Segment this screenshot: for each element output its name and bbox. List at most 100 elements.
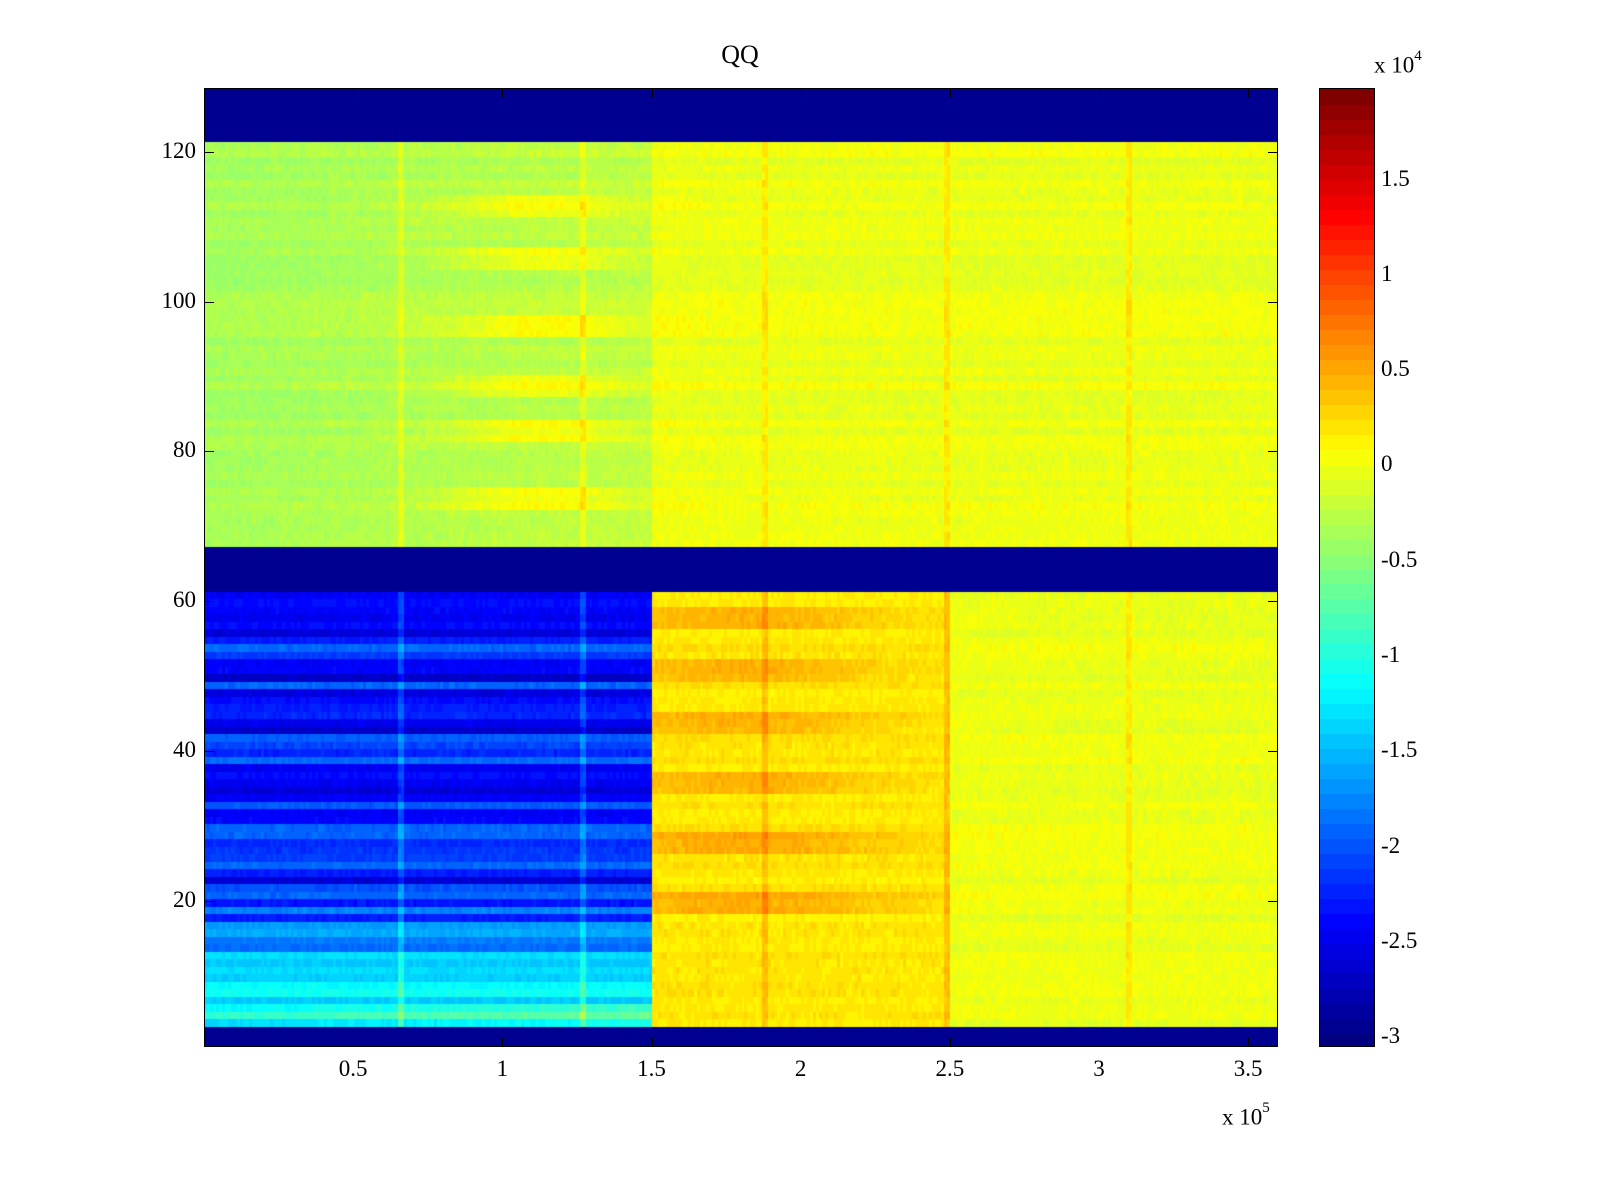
x-tick-mark xyxy=(1099,1037,1100,1047)
x-tick-mark xyxy=(949,88,951,98)
colorbar-segment xyxy=(1320,193,1374,210)
colorbar-segment xyxy=(1320,943,1374,960)
colorbar-segment xyxy=(1320,913,1374,930)
x-tick-mark xyxy=(800,88,802,98)
plot-area xyxy=(204,88,1278,1047)
colorbar-segment xyxy=(1320,928,1374,945)
colorbar-segment xyxy=(1320,553,1374,570)
colorbar-exponent-base: x 10 xyxy=(1374,52,1415,78)
x-tick-mark xyxy=(651,1037,653,1047)
x-tick-mark xyxy=(502,88,504,98)
colorbar-segment xyxy=(1320,658,1374,675)
colorbar-segment xyxy=(1320,628,1374,645)
x-tick-label: 2 xyxy=(794,1056,807,1081)
x-tick-mark xyxy=(1099,88,1100,98)
x-tick-mark xyxy=(800,1037,802,1047)
y-tick-label: 120 xyxy=(161,137,197,163)
colorbar-segment xyxy=(1320,358,1374,375)
colorbar-segment xyxy=(1320,1018,1374,1035)
colorbar-tick-label: -2 xyxy=(1381,832,1401,858)
x-tick-mark xyxy=(949,1037,951,1047)
colorbar-segment xyxy=(1320,883,1374,900)
x-tick-label: 1 xyxy=(496,1056,509,1081)
x-tick-label: 3 xyxy=(1093,1056,1105,1081)
colorbar-segment xyxy=(1320,373,1374,390)
colorbar-segment xyxy=(1320,343,1374,360)
x-exponent-base: x 10 xyxy=(1222,1104,1263,1130)
y-tick-mark xyxy=(204,301,214,303)
colorbar-segment xyxy=(1320,673,1374,690)
colorbar-tick-label: 0.5 xyxy=(1381,356,1410,382)
colorbar-segment xyxy=(1320,493,1374,510)
colorbar-segment xyxy=(1320,463,1374,480)
x-exponent-power: 5 xyxy=(1262,1100,1270,1116)
x-tick-mark xyxy=(651,88,653,98)
colorbar-segment xyxy=(1320,838,1374,855)
y-tick-mark xyxy=(1268,301,1278,303)
colorbar-tick-label: 1 xyxy=(1381,260,1393,286)
colorbar-tick-label: 1.5 xyxy=(1381,165,1410,191)
y-tick-label: 100 xyxy=(161,287,197,313)
heatmap-cells xyxy=(205,89,1277,1046)
y-tick-mark xyxy=(204,451,214,453)
y-tick-mark xyxy=(1268,900,1278,902)
y-tick-mark xyxy=(204,601,214,603)
x-tick-label: 3.5 xyxy=(1233,1056,1263,1081)
colorbar-segment xyxy=(1320,418,1374,435)
colorbar-segment xyxy=(1320,238,1374,255)
colorbar-segment xyxy=(1320,643,1374,660)
colorbar-segment xyxy=(1320,688,1374,705)
colorbar-segment xyxy=(1320,508,1374,525)
y-tick-mark xyxy=(204,751,214,753)
x-tick-mark xyxy=(502,1037,504,1047)
x-tick-label: 0.5 xyxy=(338,1056,368,1081)
colorbar-segment xyxy=(1320,208,1374,225)
colorbar-segment xyxy=(1320,433,1374,450)
colorbar-segment xyxy=(1320,703,1374,720)
colorbar-segment xyxy=(1320,538,1374,555)
colorbar-segment xyxy=(1320,823,1374,840)
colorbar-segment xyxy=(1320,523,1374,540)
colorbar-segment xyxy=(1320,268,1374,285)
colorbar-segment xyxy=(1320,103,1374,120)
colorbar-segment xyxy=(1320,388,1374,405)
colorbar-segment xyxy=(1320,973,1374,990)
y-tick-mark xyxy=(1268,151,1278,153)
colorbar-segment xyxy=(1320,748,1374,765)
colorbar-segment xyxy=(1320,133,1374,150)
colorbar-segment xyxy=(1320,793,1374,810)
y-tick-mark xyxy=(1268,451,1278,453)
colorbar-tick-label: -0.5 xyxy=(1381,546,1418,572)
colorbar-exponent-power: 4 xyxy=(1414,48,1422,64)
colorbar-exponent-label: x 104 xyxy=(1374,48,1422,79)
y-tick-mark xyxy=(1268,601,1278,603)
colorbar-segment xyxy=(1320,853,1374,870)
x-tick-mark xyxy=(1248,88,1250,98)
colorbar-segment xyxy=(1320,613,1374,630)
colorbar-segment xyxy=(1320,868,1374,885)
colorbar-tick-label: -1 xyxy=(1381,642,1401,668)
y-tick-mark xyxy=(1268,751,1278,753)
colorbar-segment xyxy=(1320,778,1374,795)
colorbar xyxy=(1319,88,1375,1047)
x-tick-label: 2.5 xyxy=(935,1056,965,1081)
colorbar-segment xyxy=(1320,283,1374,300)
colorbar-tick-label: -3 xyxy=(1381,1023,1401,1049)
colorbar-segment xyxy=(1320,448,1374,465)
colorbar-segment xyxy=(1320,403,1374,420)
colorbar-segment xyxy=(1320,223,1374,240)
colorbar-segment xyxy=(1320,988,1374,1005)
colorbar-segment xyxy=(1320,313,1374,330)
x-exponent-label: x 105 xyxy=(1222,1100,1270,1131)
colorbar-segment xyxy=(1320,898,1374,915)
colorbar-segment xyxy=(1320,583,1374,600)
x-tick-mark xyxy=(1248,1037,1250,1047)
y-tick-label: 40 xyxy=(173,737,196,763)
colorbar-segment xyxy=(1320,1033,1374,1046)
colorbar-segment xyxy=(1320,733,1374,750)
y-tick-mark xyxy=(204,151,214,153)
colorbar-tick-label: -2.5 xyxy=(1381,928,1418,954)
y-tick-label: 60 xyxy=(173,587,196,613)
x-tick-mark xyxy=(353,1037,355,1047)
y-tick-label: 80 xyxy=(173,437,196,463)
